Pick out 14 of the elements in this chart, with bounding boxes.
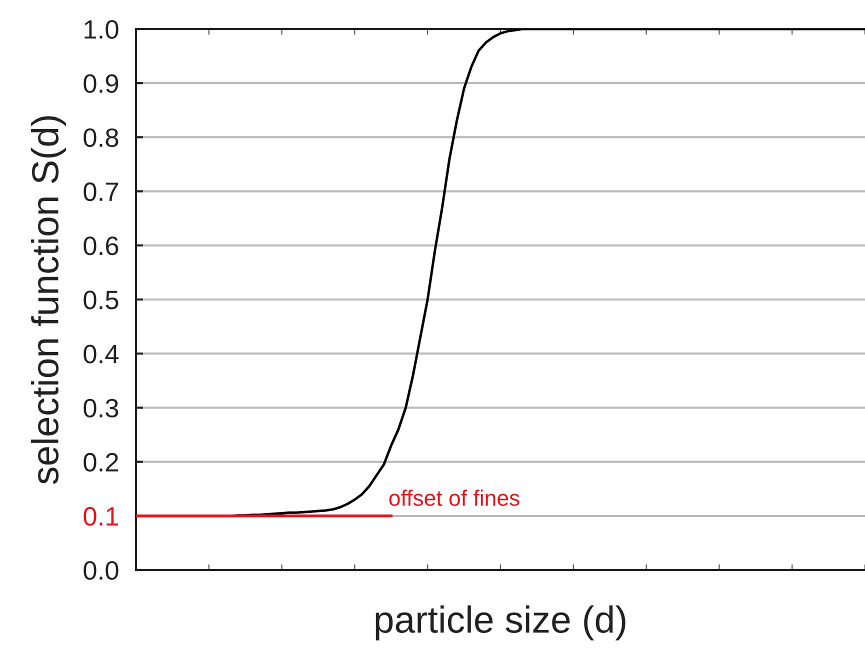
y-tick-label: 1.0 — [84, 20, 118, 39]
y-tick-label: 0.8 — [84, 128, 118, 148]
y-axis-title: selection function S(d) — [31, 116, 66, 484]
y-tick-label: 0.7 — [84, 182, 118, 202]
y-tick-label: 0.4 — [84, 344, 119, 364]
y-tick-label: 0.5 — [84, 290, 118, 310]
y-tick-label: 0.3 — [84, 398, 118, 418]
y-tick-label: 0.1 — [84, 507, 118, 526]
annotation: offset of fines — [389, 490, 520, 506]
y-tick-label: 0.6 — [84, 236, 118, 256]
y-tick-label: 0.9 — [84, 74, 118, 93]
x-axis-title: particle size (d) — [376, 605, 626, 640]
y-tick-label: 0.2 — [84, 452, 118, 472]
y-tick-label: 0.0 — [84, 561, 118, 580]
